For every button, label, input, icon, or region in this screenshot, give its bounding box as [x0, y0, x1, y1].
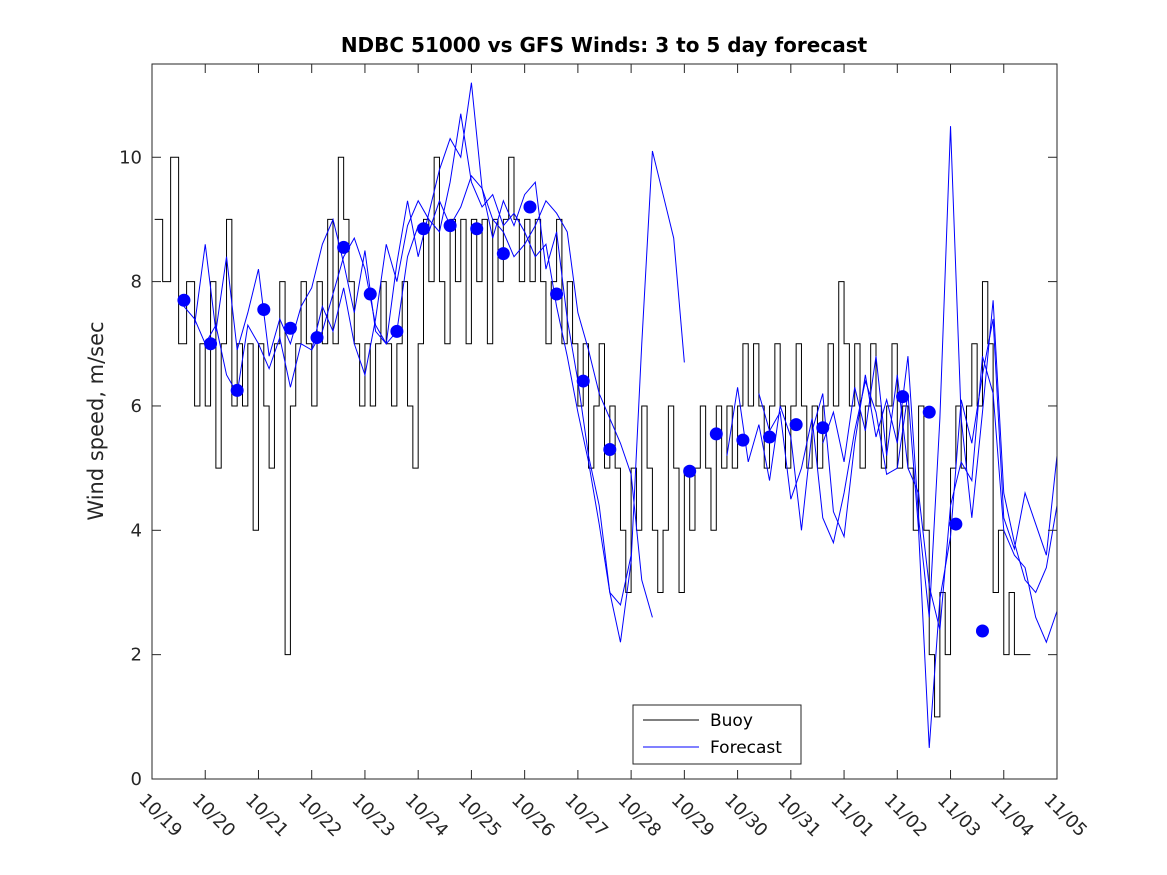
forecast-marker-22 [816, 421, 830, 435]
y-tick-label-1: 2 [131, 645, 142, 666]
y-axis-label: Wind speed, m/sec [84, 321, 108, 520]
y-tick-label-3: 6 [131, 396, 142, 417]
forecast-marker-6 [337, 240, 351, 254]
legend-box [632, 704, 802, 765]
forecast-marker-24 [922, 405, 936, 419]
forecast-marker-19 [736, 433, 750, 447]
forecast-marker-25 [949, 517, 963, 531]
forecast-marker-11 [470, 222, 484, 236]
forecast-marker-10 [443, 219, 457, 233]
forecast-run-line-3 [726, 126, 1058, 618]
series-layer [154, 82, 1058, 748]
forecast-marker-13 [523, 200, 537, 214]
forecast-marker-16 [603, 442, 617, 456]
forecast-marker-1 [204, 337, 218, 351]
forecast-marker-18 [709, 427, 723, 441]
chart-title: NDBC 51000 vs GFS Winds: 3 to 5 day fore… [341, 33, 868, 57]
forecast-marker-20 [763, 430, 777, 444]
y-tick-label-0: 0 [131, 769, 142, 790]
y-tick-label-4: 8 [131, 272, 142, 293]
marker-layer [177, 200, 989, 638]
forecast-run-line-2 [311, 113, 685, 643]
forecast-marker-8 [390, 324, 404, 338]
forecast-marker-0 [177, 293, 191, 307]
legend-forecast-label: Forecast [710, 738, 782, 758]
forecast-marker-5 [310, 331, 324, 345]
forecast-marker-15 [576, 374, 590, 388]
forecast-marker-4 [283, 321, 297, 335]
forecast-marker-12 [496, 247, 510, 261]
y-tick-label-2: 4 [131, 520, 142, 541]
forecast-marker-14 [550, 287, 564, 301]
forecast-marker-7 [363, 287, 377, 301]
y-tick-label-5: 10 [119, 147, 142, 168]
forecast-marker-26 [975, 624, 989, 638]
forecast-marker-9 [417, 222, 430, 236]
forecast-marker-21 [789, 418, 803, 432]
forecast-marker-2 [230, 383, 244, 397]
forecast-run-line-1 [194, 82, 632, 607]
plot-frame [151, 63, 1058, 780]
buoy-series-line [154, 156, 1031, 718]
forecast-marker-17 [683, 464, 697, 478]
legend-buoy-label: Buoy [710, 711, 753, 731]
forecast-marker-3 [257, 303, 271, 317]
forecast-marker-23 [896, 390, 910, 404]
forecast-run-line-5 [822, 356, 1058, 644]
legend: Buoy Forecast [632, 704, 802, 765]
